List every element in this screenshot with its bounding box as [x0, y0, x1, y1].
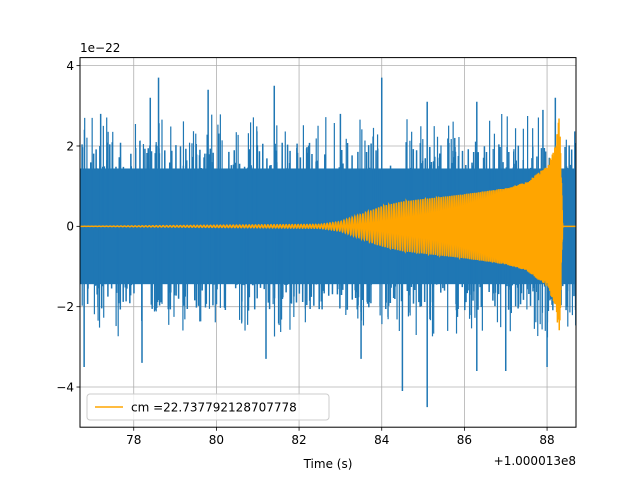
y-tick-label: 2	[66, 139, 74, 153]
x-tick-label: 78	[126, 433, 141, 447]
y-tick-label: 0	[66, 220, 74, 234]
x-offset-label: +1.000013e8	[494, 454, 576, 468]
y-scale-label: 1e−22	[80, 41, 120, 55]
x-axis-ticks: 78 80 82 84 86 88	[126, 427, 555, 447]
y-tick-label: −4	[56, 380, 74, 394]
y-tick-label: −2	[56, 300, 74, 314]
template-chirp-series	[80, 118, 576, 331]
y-axis-ticks: −4 −2 0 2 4	[56, 59, 80, 394]
axes-frame	[79, 57, 577, 428]
legend-box	[86, 393, 330, 421]
x-tick-label: 88	[539, 433, 554, 447]
legend-label: cm =22.737792128707778	[131, 401, 297, 415]
x-tick-label: 82	[291, 433, 306, 447]
x-tick-label: 84	[374, 433, 389, 447]
plot-area	[80, 77, 576, 408]
x-tick-label: 86	[457, 433, 472, 447]
y-tick-label: 4	[66, 59, 74, 73]
legend: cm =22.737792128707778	[86, 393, 330, 421]
x-axis-label: Time (s)	[303, 457, 353, 471]
x-tick-label: 80	[209, 433, 224, 447]
